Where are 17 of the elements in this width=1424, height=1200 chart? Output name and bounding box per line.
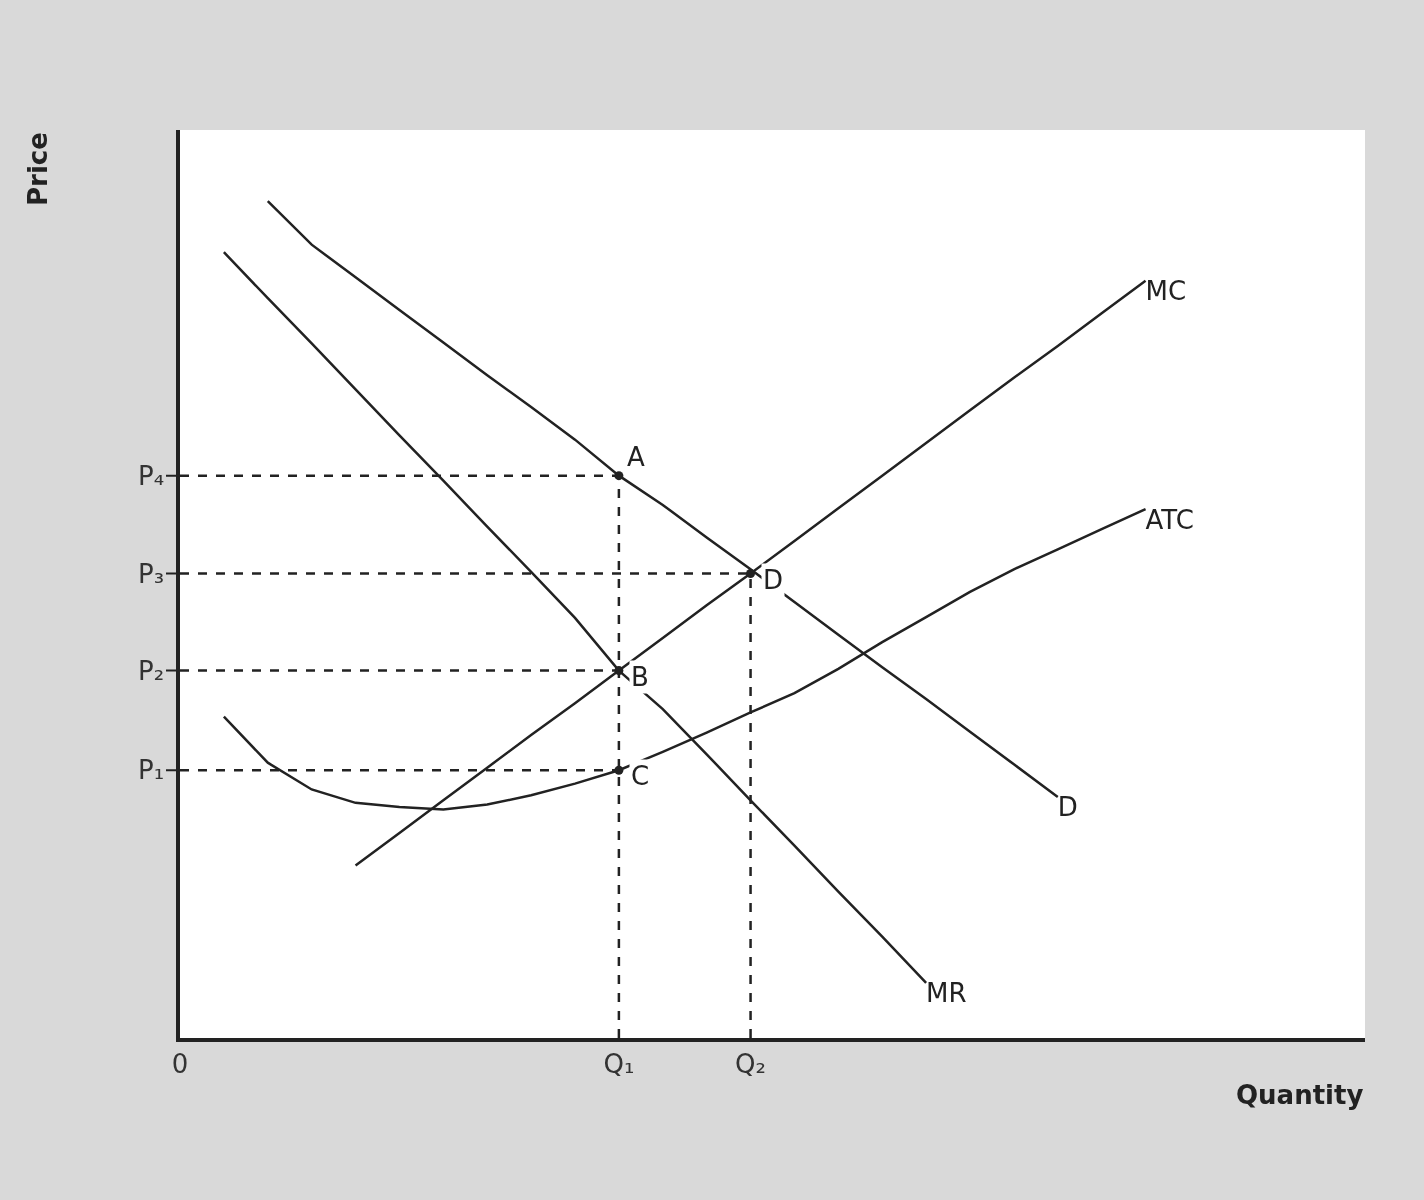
annotation: B <box>631 662 649 692</box>
ref-line-label: P₄ <box>138 461 165 491</box>
x-tick-label: Q₁ <box>603 1049 635 1080</box>
series-label: MC <box>1145 276 1187 307</box>
ref-line-label: P₂ <box>138 656 165 686</box>
ref-line-label: P₃ <box>138 559 165 589</box>
x-tick-label: 0 <box>171 1049 189 1080</box>
series-label: MR <box>926 978 967 1009</box>
x-tick-label: Q₂ <box>735 1049 767 1080</box>
annotation: D <box>1057 792 1078 823</box>
x-axis-title: Quantity <box>1236 1080 1364 1110</box>
y-axis-title: Price <box>23 132 53 206</box>
annotation: C <box>631 761 650 791</box>
ref-line-label: P₁ <box>138 755 165 785</box>
series-label: ATC <box>1145 504 1194 535</box>
annotation: A <box>627 442 645 472</box>
series-label: D <box>763 565 784 595</box>
